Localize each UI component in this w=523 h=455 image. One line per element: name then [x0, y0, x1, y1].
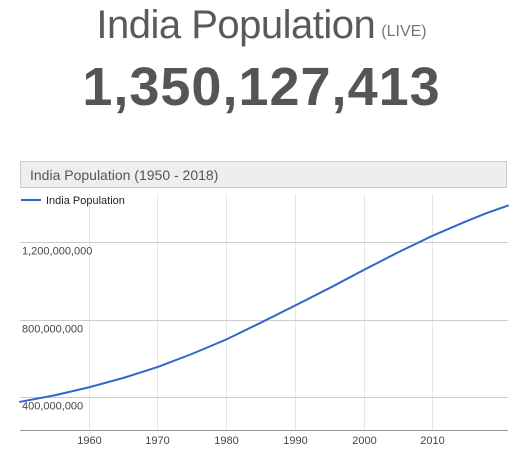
x-tick-label: 2010 — [420, 435, 444, 447]
page-title: India Population (LIVE) — [0, 5, 523, 45]
population-counter: 1,350,127,413 — [82, 57, 441, 117]
population-chart-svg: India Population (1950 - 2018) 400,000,0… — [19, 161, 509, 447]
x-axis: 1960 1970 1980 1990 2000 2010 — [77, 435, 444, 447]
grid-layer — [20, 194, 508, 431]
series-line — [19, 204, 509, 403]
x-tick-label: 1960 — [77, 435, 101, 447]
x-tick-label: 1990 — [283, 435, 307, 447]
live-label: (LIVE) — [381, 23, 427, 40]
x-tick-label: 1970 — [145, 435, 169, 447]
y-axis: 400,000,000 800,000,000 1,200,000,000 — [22, 246, 92, 413]
y-tick-label: 800,000,000 — [22, 324, 83, 336]
y-tick-label: 1,200,000,000 — [22, 246, 92, 258]
population-chart: India Population (1950 - 2018) 400,000,0… — [0, 160, 523, 455]
chart-title-bar — [20, 161, 507, 188]
legend[interactable]: India Population — [21, 195, 125, 207]
chart-title: India Population (1950 - 2018) — [30, 167, 218, 183]
x-tick-label: 2000 — [352, 435, 376, 447]
legend-label: India Population — [46, 195, 125, 207]
series-layer — [19, 204, 509, 403]
x-tick-label: 1980 — [214, 435, 238, 447]
page-title-text: India Population — [96, 3, 376, 47]
y-tick-label: 400,000,000 — [22, 401, 83, 413]
